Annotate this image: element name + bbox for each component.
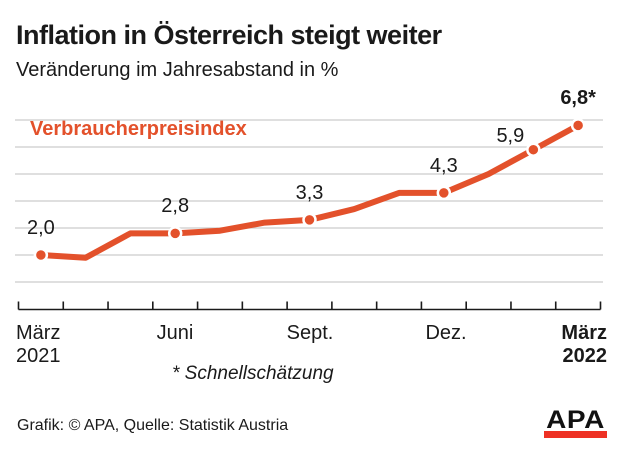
page-title: Inflation in Österreich steigt weiter bbox=[16, 20, 442, 50]
data-point-marker bbox=[302, 212, 317, 228]
x-axis-label-maerz-2022: März 2022 bbox=[561, 322, 607, 367]
data-point-marker bbox=[570, 118, 586, 133]
x-axis-label-juni: Juni bbox=[156, 322, 194, 344]
apa-logo: APA bbox=[544, 408, 607, 438]
data-point-marker bbox=[436, 185, 452, 201]
x-axis-label-sept: Sept. bbox=[286, 322, 334, 344]
data-point-marker bbox=[33, 247, 49, 263]
credit-line: Grafik: © APA, Quelle: Statistik Austria bbox=[17, 417, 289, 434]
cpi-line bbox=[37, 122, 582, 261]
data-point-marker bbox=[526, 142, 541, 157]
footnote: * Schnellschätzung bbox=[172, 363, 334, 384]
apa-logo-red-bar bbox=[544, 431, 607, 438]
page-subtitle: Veränderung im Jahresabstand in % bbox=[16, 59, 339, 81]
series-label: Verbraucherpreisindex bbox=[30, 118, 247, 140]
x-axis-label-dez: Dez. bbox=[425, 322, 467, 344]
data-point-marker bbox=[167, 226, 183, 241]
x-axis-label-maerz-2021: März 2021 bbox=[16, 322, 61, 367]
apa-logo-text: APA bbox=[546, 406, 605, 434]
